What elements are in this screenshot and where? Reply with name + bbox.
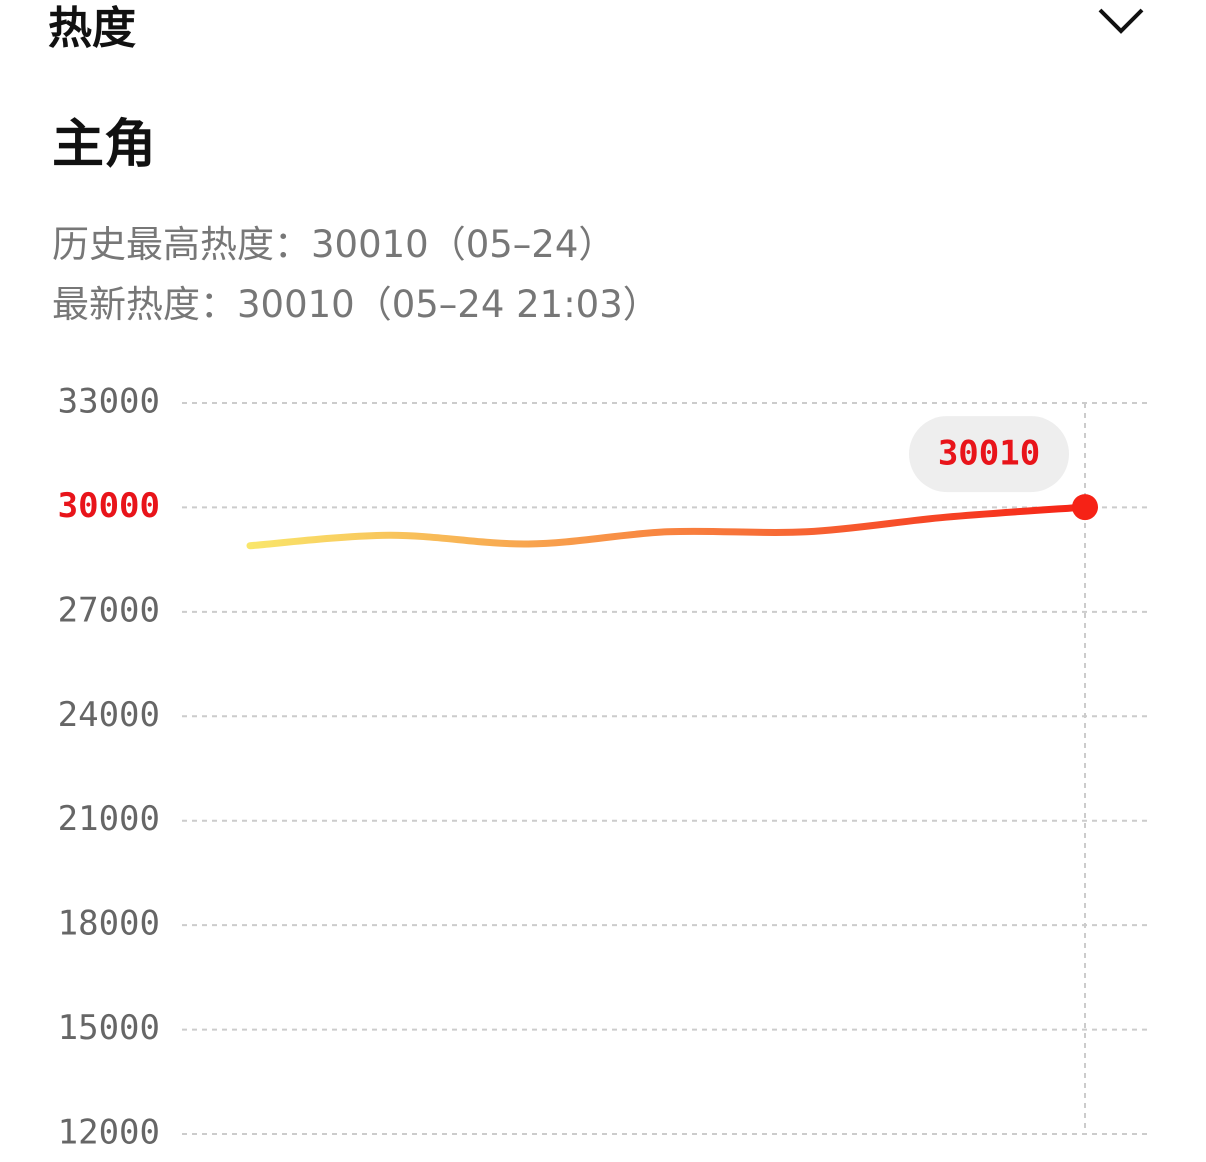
y-tick-label: 12000 bbox=[58, 1113, 160, 1153]
tooltip-bg bbox=[909, 416, 1069, 493]
y-tick-label: 15000 bbox=[58, 1008, 160, 1048]
tooltip-label: 30010 bbox=[938, 434, 1040, 474]
y-tick-label: 27000 bbox=[58, 590, 160, 630]
info-line: 最新热度：30010（05–24 21:03） bbox=[52, 283, 660, 326]
y-tick-label: 33000 bbox=[58, 382, 160, 422]
y-tick-label: 30000 bbox=[58, 486, 160, 526]
y-tick-label: 24000 bbox=[58, 695, 160, 735]
y-tick-label: 21000 bbox=[58, 799, 160, 839]
info-line: 历史最高热度：30010（05–24） bbox=[52, 223, 616, 266]
line bbox=[246, 503, 1089, 550]
collapse-chevron[interactable] bbox=[1098, 8, 1144, 34]
point bbox=[1072, 494, 1098, 521]
y-tick-label: 18000 bbox=[58, 904, 160, 944]
section-title: 热度 bbox=[48, 3, 136, 54]
title: 主角 bbox=[52, 115, 157, 175]
